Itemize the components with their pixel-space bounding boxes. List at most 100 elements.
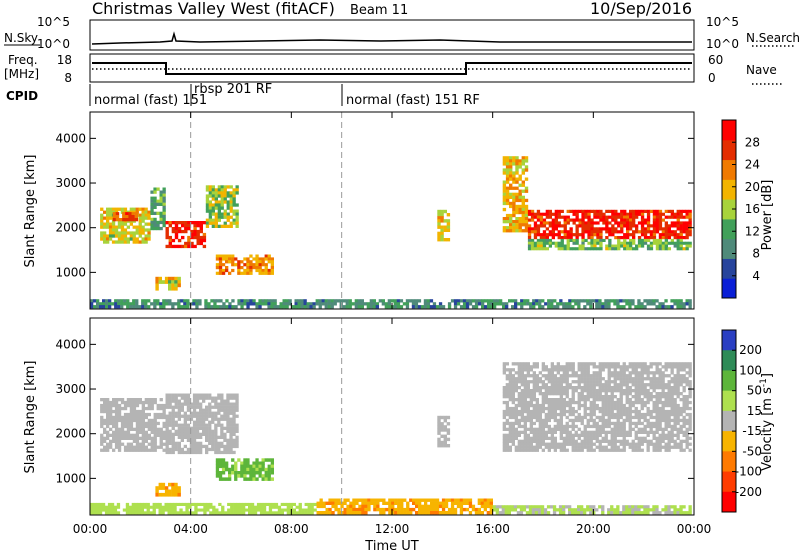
scatter-cell — [670, 380, 674, 384]
scatter-cell — [531, 511, 536, 515]
scatter-cell — [162, 448, 166, 452]
scatter-cell — [634, 374, 638, 378]
scatter-cell — [134, 212, 139, 216]
scatter-cell — [126, 299, 130, 303]
scatter-cell — [168, 441, 172, 445]
scatter-cell — [171, 414, 175, 418]
scatter-cell — [135, 436, 140, 440]
scatter-cell — [509, 174, 513, 178]
scatter-cell — [174, 244, 179, 249]
scatter-cell — [649, 409, 653, 414]
scatter-cell — [617, 215, 621, 219]
scatter-cell — [174, 411, 178, 415]
scatter-cell — [117, 240, 122, 244]
scatter-cell — [120, 442, 125, 446]
scatter-cell — [583, 430, 587, 434]
scatter-cell — [376, 504, 380, 509]
scatter-cell — [196, 224, 200, 228]
scatter-cell — [529, 389, 533, 393]
scatter-cell — [144, 406, 148, 411]
scatter-cell — [233, 505, 237, 509]
scatter-cell — [141, 305, 145, 309]
scatter-cell — [480, 498, 484, 502]
scatter-cell — [190, 241, 194, 246]
scatter-cell — [613, 374, 617, 378]
scatter-cell — [628, 302, 632, 306]
scatter-cell — [512, 220, 516, 224]
scatter-cell — [527, 224, 532, 228]
scatter-cell — [617, 236, 621, 240]
scatter-cell — [388, 511, 392, 515]
scatter-cell — [141, 439, 145, 443]
scatter-cell — [114, 302, 118, 306]
scatter-cell — [246, 464, 250, 469]
scatter-cell — [223, 191, 227, 195]
scatter-cell — [447, 305, 452, 309]
scatter-cell — [235, 423, 239, 427]
scatter-cell — [658, 386, 662, 390]
scatter-cell — [90, 511, 94, 515]
scatter-cell — [252, 477, 256, 481]
scatter-cell — [673, 380, 677, 384]
scatter-cell — [140, 508, 144, 512]
scatter-cell — [153, 430, 157, 434]
scatter-cell — [171, 438, 175, 442]
scatter-cell — [135, 442, 140, 446]
scatter-cell — [667, 418, 671, 423]
scatter-cell — [688, 371, 692, 375]
scatter-cell — [440, 213, 444, 217]
scatter-cell — [517, 421, 521, 426]
scatter-cell — [258, 263, 262, 267]
scatter-cell — [459, 511, 464, 515]
scatter-cell — [571, 442, 575, 446]
scatter-cell — [521, 204, 525, 209]
scatter-cell — [361, 498, 365, 502]
scatter-cell — [236, 508, 240, 512]
scatter-cell — [620, 230, 624, 234]
scatter-cell — [424, 511, 428, 515]
scatter-cell — [384, 305, 388, 309]
scatter-cell — [117, 418, 122, 423]
scatter-cell — [164, 502, 168, 506]
scatter-cell — [261, 263, 265, 267]
scatter-cell — [559, 383, 563, 387]
scatter-cell — [207, 305, 211, 309]
scatter-cell — [246, 302, 250, 306]
scatter-cell — [535, 445, 539, 449]
scatter-cell — [111, 207, 116, 211]
scatter-cell — [199, 417, 203, 421]
scatter-cell — [135, 415, 140, 420]
scatter-cell — [565, 389, 569, 393]
scatter-cell — [540, 508, 545, 512]
scatter-cell — [195, 426, 200, 430]
scatter-cell — [575, 218, 579, 222]
scatter-cell — [530, 230, 535, 234]
scatter-cell — [628, 386, 632, 390]
scatter-cell — [205, 206, 210, 210]
scatter-cell — [186, 408, 191, 412]
scatter-cell — [613, 400, 617, 405]
scatter-cell — [682, 433, 686, 437]
scatter-cell — [640, 400, 644, 405]
scatter-cell — [571, 445, 575, 449]
scatter-cell — [628, 433, 632, 437]
scatter-cell — [135, 403, 140, 408]
scatter-cell — [598, 386, 602, 390]
scatter-cell — [562, 400, 566, 405]
scatter-cell — [599, 212, 603, 216]
scatter-cell — [161, 511, 165, 515]
scatter-cell — [112, 409, 116, 414]
scatter-cell — [226, 429, 230, 433]
scatter-cell — [98, 508, 103, 512]
scatter-cell — [649, 412, 653, 417]
scatter-cell — [553, 377, 557, 381]
scatter-cell — [535, 362, 539, 366]
scatter-cell — [232, 420, 236, 424]
scatter-cell — [592, 424, 596, 429]
scatter-cell — [559, 365, 563, 369]
scatter-cell — [511, 439, 515, 443]
scatter-cell — [171, 486, 175, 490]
scatter-cell — [337, 511, 341, 515]
scatter-cell — [598, 302, 602, 306]
scatter-cell — [518, 174, 522, 178]
